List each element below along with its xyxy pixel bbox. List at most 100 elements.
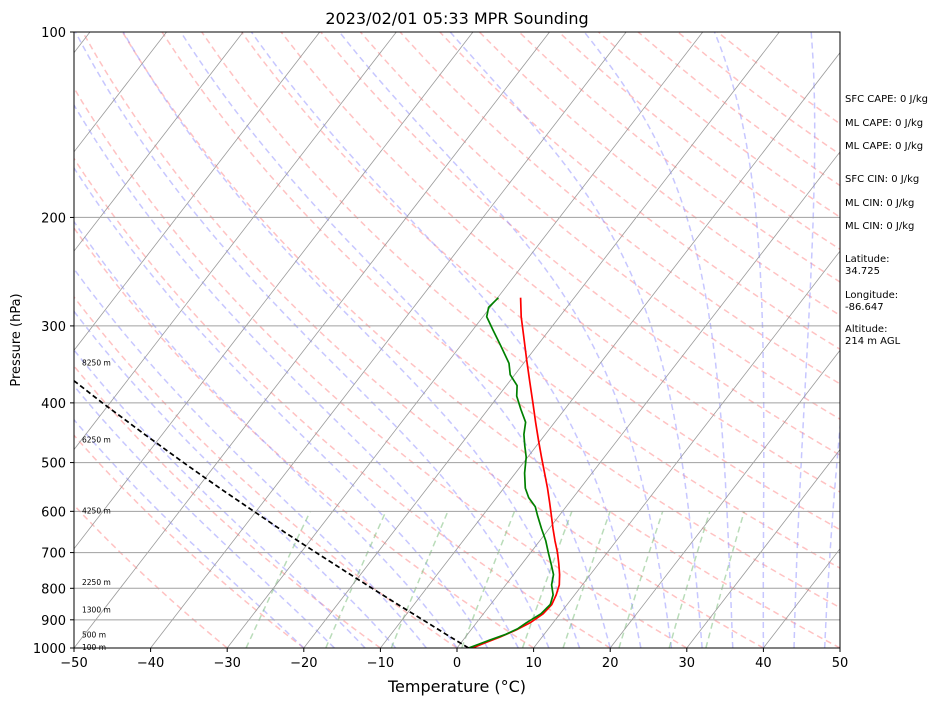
dry-adiabat-line [74, 226, 535, 648]
x-tick-label: 10 [525, 656, 542, 671]
isotherm-line [74, 32, 397, 451]
ml-cape-text-2: ML CAPE: 0 J/kg [845, 141, 924, 152]
x-tick-label: −10 [367, 656, 394, 671]
dry-adiabat-line [280, 32, 840, 493]
y-tick-label: 1000 [33, 642, 66, 657]
dry-adiabat-line [359, 32, 840, 421]
isotherm-line [150, 32, 627, 648]
height-label: 2250 m [82, 578, 111, 587]
ml-cin-text: ML CIN: 0 J/kg [845, 198, 915, 209]
dry-adiabat-line [74, 157, 611, 648]
isotherm-line [74, 32, 167, 153]
y-tick-label: 200 [41, 211, 66, 226]
isotherm-line [74, 32, 244, 252]
height-label: 6250 m [82, 435, 111, 444]
temperature-line [471, 297, 561, 648]
moist-adiabat-line [338, 32, 673, 648]
moist-adiabat-line [74, 267, 427, 648]
height-labels: 100 m 500 m 1300 m 2250 m 4250 m 6250 m 8250 m [82, 358, 111, 652]
isotherm-line [226, 32, 704, 648]
y-tick-label: 600 [41, 505, 66, 520]
dry-adiabat-line [82, 32, 764, 648]
y-tick-label: 100 [41, 26, 66, 41]
moist-adiabat-line [74, 166, 489, 648]
isotherm-line [303, 32, 780, 648]
ml-cin-text-2: ML CIN: 0 J/kg [845, 221, 915, 232]
parcel-profile-line [74, 379, 469, 648]
y-tick-label: 700 [41, 547, 66, 562]
y-axis-label: Pressure (hPa) [9, 293, 24, 386]
moist-adiabat-line [583, 32, 734, 648]
isotherm-line [74, 32, 474, 550]
moist-adiabat-line [449, 32, 703, 648]
isotherm-line [74, 32, 321, 351]
mixing-ratio-lines [245, 510, 746, 648]
height-label: 8250 m [82, 358, 111, 367]
x-axis-label: Temperature (°C) [387, 677, 526, 696]
isotherm-line [380, 52, 840, 648]
moist-adiabat-line [180, 32, 611, 648]
moist-adiabat-line [74, 348, 366, 648]
moist-adiabat-line [74, 418, 305, 648]
y-tick-label: 900 [41, 614, 66, 629]
y-tick-label: 500 [41, 457, 66, 472]
moist-adiabats [74, 32, 840, 648]
y-axis: 100 200 300 400 500 600 700 800 900 1000 [33, 26, 74, 657]
chart-title: 2023/02/01 05:33 MPR Sounding [325, 9, 588, 28]
isotherm-line [609, 349, 840, 648]
x-tick-label: 30 [679, 656, 696, 671]
mixing-ratio-line [668, 511, 711, 648]
x-tick-label: 0 [453, 656, 461, 671]
isotherm-line [456, 151, 840, 648]
moist-adiabat-line [74, 220, 458, 648]
moist-adiabat-line [823, 419, 840, 648]
moist-adiabat-line [74, 103, 519, 648]
mixing-ratio-line [705, 511, 746, 648]
dry-adiabat-line [74, 434, 305, 648]
latitude-value: 34.725 [845, 266, 880, 277]
altitude-label: Altitude: [845, 324, 888, 335]
altitude-value: 214 m AGL [845, 336, 901, 347]
y-tick-label: 400 [41, 397, 66, 412]
moist-adiabat-line [74, 384, 335, 648]
longitude-label: Longitude: [845, 290, 899, 301]
dry-adiabats [74, 32, 840, 648]
sfc-cin-text: SFC CIN: 0 J/kg [845, 174, 920, 185]
sfc-cape-text: SFC CAPE: 0 J/kg [845, 94, 928, 105]
isotherm-line [686, 448, 840, 648]
isobars [74, 216, 840, 621]
x-tick-label: −20 [290, 656, 317, 671]
dry-adiabat-line [74, 86, 688, 648]
dry-adiabat-line [201, 32, 840, 569]
height-label: 4250 m [82, 506, 111, 515]
x-tick-label: 40 [755, 656, 772, 671]
dry-adiabat-line [240, 32, 840, 531]
dry-adiabat-line [74, 295, 458, 648]
height-label: 100 m [82, 643, 106, 652]
dry-adiabat-line [399, 32, 840, 385]
dry-adiabat-line [439, 32, 840, 351]
x-tick-label: −50 [60, 656, 87, 671]
x-tick-label: −30 [213, 656, 240, 671]
latitude-label: Latitude: [845, 254, 890, 265]
dewpoint-line [468, 297, 555, 648]
x-tick-label: −40 [137, 656, 164, 671]
ml-cape-text: ML CAPE: 0 J/kg [845, 118, 924, 129]
y-tick-label: 800 [41, 582, 66, 597]
dry-adiabat-line [161, 32, 840, 609]
dry-adiabat-line [121, 32, 840, 648]
longitude-value: -86.647 [845, 302, 884, 313]
height-label: 500 m [82, 631, 106, 640]
moist-adiabat-line [793, 32, 816, 648]
isotherms [74, 32, 840, 648]
plot-frame [73, 31, 841, 649]
isotherm-line [74, 32, 550, 648]
x-tick-label: 20 [602, 656, 619, 671]
isotherm-line [533, 250, 840, 648]
sounding-series [74, 297, 561, 648]
y-tick-label: 300 [41, 320, 66, 335]
x-axis: −50 −40 −30 −20 −10 0 10 20 30 40 50 [60, 648, 848, 671]
x-tick-label: 50 [832, 656, 849, 671]
height-label: 1300 m [82, 606, 111, 615]
